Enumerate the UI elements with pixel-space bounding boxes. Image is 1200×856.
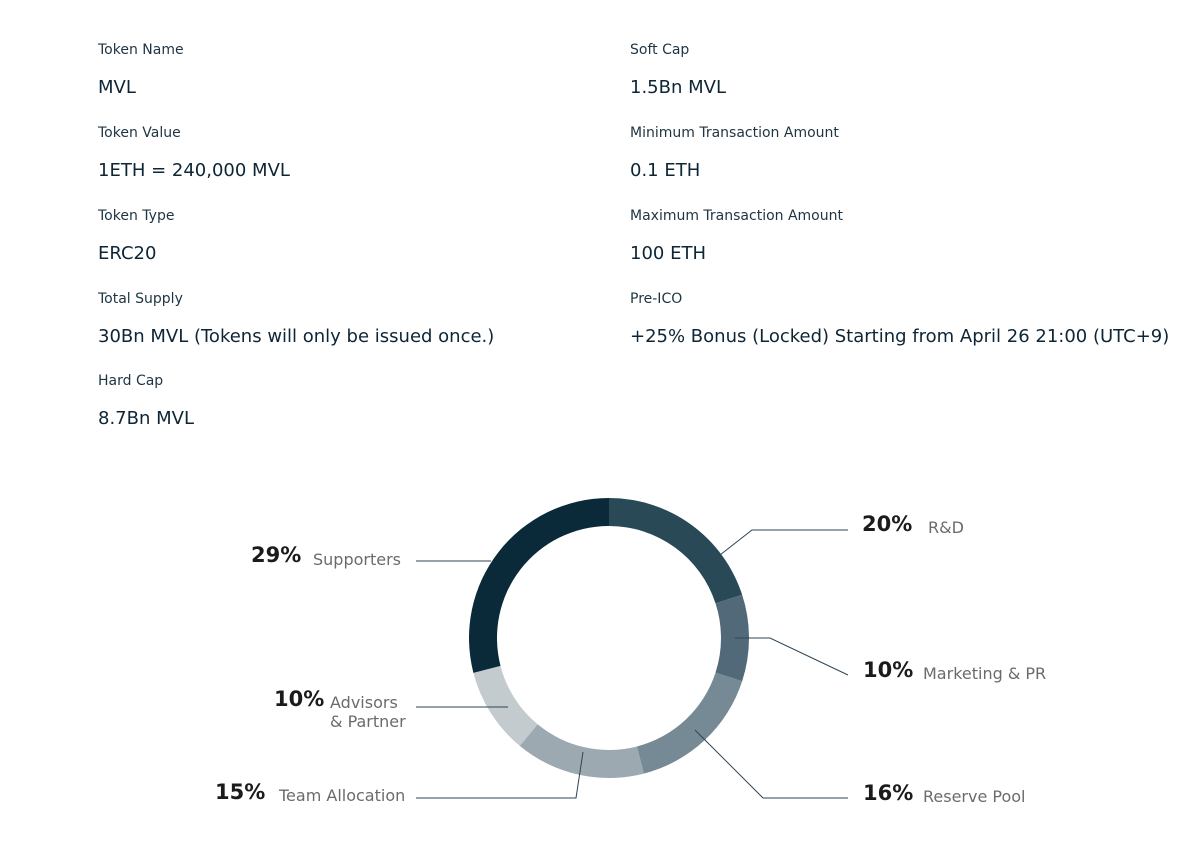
slice-randd [609, 498, 743, 604]
slice-labels: 20% R&D 10% Marketing & PR 16% Reserve Pool 15… [215, 512, 1046, 806]
slice-reserve-pool [636, 672, 743, 774]
pre-ico-value: +25% Bonus (Locked) Starting from April … [630, 326, 1170, 347]
min-transaction-label: Minimum Transaction Amount [630, 125, 839, 141]
slice-marketing-and-pr [715, 594, 749, 682]
leader-line-marketing-and-pr [735, 637, 849, 676]
slice-supporters [469, 498, 609, 673]
donut-slices [469, 498, 749, 778]
category-label-supporters: Supporters [313, 550, 401, 569]
hard-cap-value: 8.7Bn MVL [98, 408, 194, 429]
slice-team-allocation [519, 724, 644, 778]
pct-label-supporters: 29% [251, 543, 301, 567]
category-label-team-allocation: Team Allocation [278, 786, 405, 805]
slice-advisors-and-partner [473, 665, 538, 746]
token-info-grid: Token Name MVL Token Value 1ETH = 240,00… [98, 42, 1170, 429]
soft-cap-label: Soft Cap [630, 42, 690, 58]
pct-label-advisors-and-partner: 10% [274, 687, 324, 711]
total-supply-label: Total Supply [98, 291, 183, 307]
min-transaction-value: 0.1 ETH [630, 160, 701, 181]
leader-line-team-allocation [416, 751, 584, 799]
category-label-marketing-and-pr: Marketing & PR [923, 664, 1046, 683]
category-label-reserve-pool: Reserve Pool [923, 787, 1026, 806]
leader-line-reserve-pool [694, 729, 848, 799]
token-name-label: Token Name [98, 42, 184, 58]
category-label-randd: R&D [928, 518, 964, 537]
soft-cap-value: 1.5Bn MVL [630, 77, 726, 98]
token-type-label: Token Type [98, 208, 175, 224]
leader-line-randd [710, 529, 848, 563]
pct-label-randd: 20% [862, 512, 912, 536]
leader-lines [416, 529, 849, 799]
token-name-value: MVL [98, 77, 136, 98]
pre-ico-label: Pre-ICO [630, 291, 683, 307]
hard-cap-label: Hard Cap [98, 373, 164, 389]
max-transaction-value: 100 ETH [630, 243, 706, 264]
pct-label-team-allocation: 15% [215, 780, 265, 804]
token-value-label: Token Value [98, 125, 181, 141]
category-label-advisors-and-partner: Advisors & Partner [330, 693, 406, 731]
pct-label-marketing-and-pr: 10% [863, 658, 913, 682]
total-supply-value: 30Bn MVL (Tokens will only be issued onc… [98, 326, 495, 347]
token-value-value: 1ETH = 240,000 MVL [98, 160, 290, 181]
pct-label-reserve-pool: 16% [863, 781, 913, 805]
token-type-value: ERC20 [98, 243, 157, 264]
max-transaction-label: Maximum Transaction Amount [630, 208, 843, 224]
